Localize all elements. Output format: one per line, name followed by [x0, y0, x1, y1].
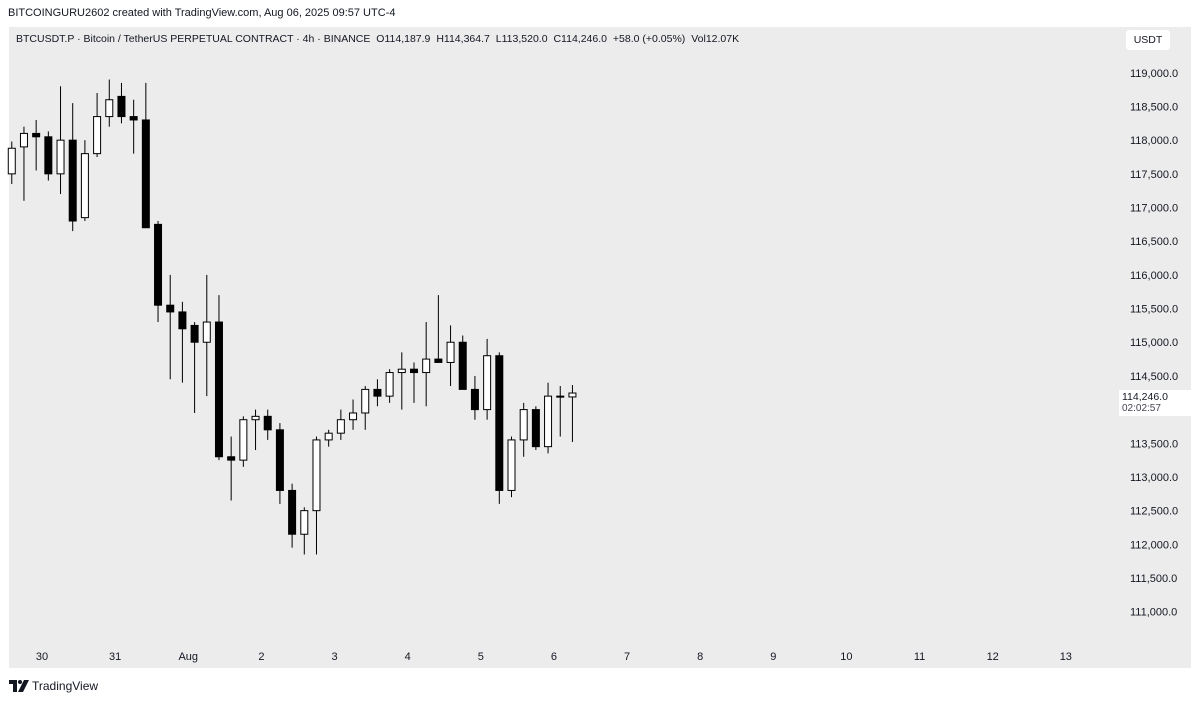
- candle-body: [336, 419, 345, 434]
- time-tick-label: 8: [697, 651, 703, 663]
- tradingview-logo-icon: [9, 680, 29, 692]
- symbol-title[interactable]: BTCUSDT.P · Bitcoin / TetherUS PERPETUAL…: [16, 33, 371, 45]
- candle-body: [44, 136, 53, 175]
- candle-body: [263, 415, 272, 431]
- candle-body: [32, 132, 41, 138]
- time-tick-label: 13: [1060, 651, 1072, 663]
- bar-countdown: 02:02:57: [1122, 403, 1161, 414]
- candle-body: [470, 388, 479, 411]
- price-tick-label: 115,000.0: [1130, 337, 1178, 349]
- candle-body: [422, 358, 431, 374]
- candle-body: [68, 139, 77, 222]
- time-tick-label: 10: [840, 651, 852, 663]
- candle-body: [373, 388, 382, 397]
- candle-body: [178, 311, 187, 330]
- candle-body: [397, 368, 406, 374]
- legend-open: O114,187.9: [376, 33, 431, 45]
- price-tick-label: 112,500.0: [1130, 506, 1178, 518]
- time-tick-label: 3: [331, 651, 337, 663]
- price-tick-label: 114,500.0: [1130, 371, 1178, 383]
- top-caption-bar: BITCOINGURU2602 created with TradingView…: [0, 0, 1200, 26]
- time-tick-label: 30: [36, 651, 48, 663]
- chart-pane[interactable]: [9, 27, 1191, 668]
- time-tick-label: 11: [914, 651, 925, 663]
- candle-body: [129, 116, 138, 121]
- candle-body: [495, 355, 504, 491]
- candle-body: [141, 119, 150, 229]
- price-tick-label: 112,000.0: [1130, 539, 1178, 551]
- candle-body: [105, 99, 114, 118]
- candle-body: [93, 116, 102, 155]
- symbol-legend: BTCUSDT.P · Bitcoin / TetherUS PERPETUAL…: [16, 33, 742, 45]
- price-tick-label: 113,000.0: [1130, 472, 1178, 484]
- price-tick-label: 116,500.0: [1130, 236, 1178, 248]
- candle-body: [239, 419, 248, 461]
- candle-body: [202, 321, 211, 343]
- candle-body: [80, 153, 89, 219]
- candle-body: [409, 368, 418, 374]
- candle-body: [324, 432, 333, 441]
- price-tick-label: 117,000.0: [1130, 203, 1178, 215]
- candle-body: [275, 429, 284, 491]
- price-tick-label: 118,000.0: [1130, 135, 1178, 147]
- candle-body: [56, 139, 65, 175]
- time-tick-label: 12: [987, 651, 999, 663]
- candle-body: [288, 489, 297, 535]
- candle-body: [519, 409, 528, 441]
- candle-body: [300, 510, 309, 535]
- legend-close: C114,246.0: [553, 33, 607, 45]
- candle-body: [483, 355, 492, 411]
- time-tick-label: 5: [478, 651, 484, 663]
- time-tick-label: 4: [405, 651, 411, 663]
- candle-body: [556, 395, 565, 398]
- price-tick-label: 117,500.0: [1130, 169, 1178, 181]
- candle-body: [166, 304, 175, 313]
- candle-body: [190, 324, 199, 343]
- candle-body: [19, 132, 28, 148]
- candle-body: [568, 392, 577, 398]
- candle-body: [544, 395, 553, 448]
- footer-brand-text: TradingView: [32, 679, 99, 693]
- candle-body: [361, 388, 370, 414]
- candle-body: [227, 456, 236, 461]
- time-tick-label: 6: [551, 651, 557, 663]
- legend-low: L113,520.0: [495, 33, 548, 45]
- currency-selector[interactable]: USDT: [1126, 30, 1170, 50]
- candle-body: [349, 412, 358, 421]
- time-tick-label: 9: [770, 651, 776, 663]
- time-tick-label: 2: [258, 651, 264, 663]
- last-price-label: 114,246.0 02:02:57: [1119, 390, 1191, 416]
- legend-high: H114,364.7: [436, 33, 490, 45]
- legend-change: +58.0 (+0.05%): [612, 33, 686, 45]
- candle-body: [312, 439, 321, 512]
- price-tick-label: 119,000.0: [1130, 68, 1178, 80]
- candle-body: [385, 372, 394, 397]
- price-tick-label: 116,000.0: [1130, 270, 1178, 282]
- time-tick-label: Aug: [178, 651, 198, 663]
- legend-volume: Vol12.07K: [691, 33, 740, 45]
- candle-body: [507, 439, 516, 491]
- candle-body: [458, 341, 467, 390]
- candle-body: [154, 223, 163, 306]
- footer-brand[interactable]: TradingView: [9, 678, 98, 694]
- candle-body: [251, 415, 260, 421]
- last-price-value: 114,246.0: [1122, 391, 1168, 403]
- chart-caption: BITCOINGURU2602 created with TradingView…: [8, 7, 396, 19]
- time-tick-label: 7: [624, 651, 630, 663]
- candle-body: [446, 341, 455, 363]
- candle-body: [214, 321, 223, 458]
- price-tick-label: 111,500.0: [1130, 573, 1177, 585]
- candle-body: [7, 147, 16, 175]
- candle-body: [531, 409, 540, 448]
- candle-body: [434, 358, 443, 363]
- time-tick-label: 31: [109, 651, 121, 663]
- price-tick-label: 111,000.0: [1130, 607, 1177, 619]
- price-tick-label: 115,500.0: [1130, 304, 1178, 316]
- price-tick-label: 113,500.0: [1130, 438, 1178, 450]
- price-tick-label: 118,500.0: [1130, 101, 1178, 113]
- candle-body: [117, 95, 126, 118]
